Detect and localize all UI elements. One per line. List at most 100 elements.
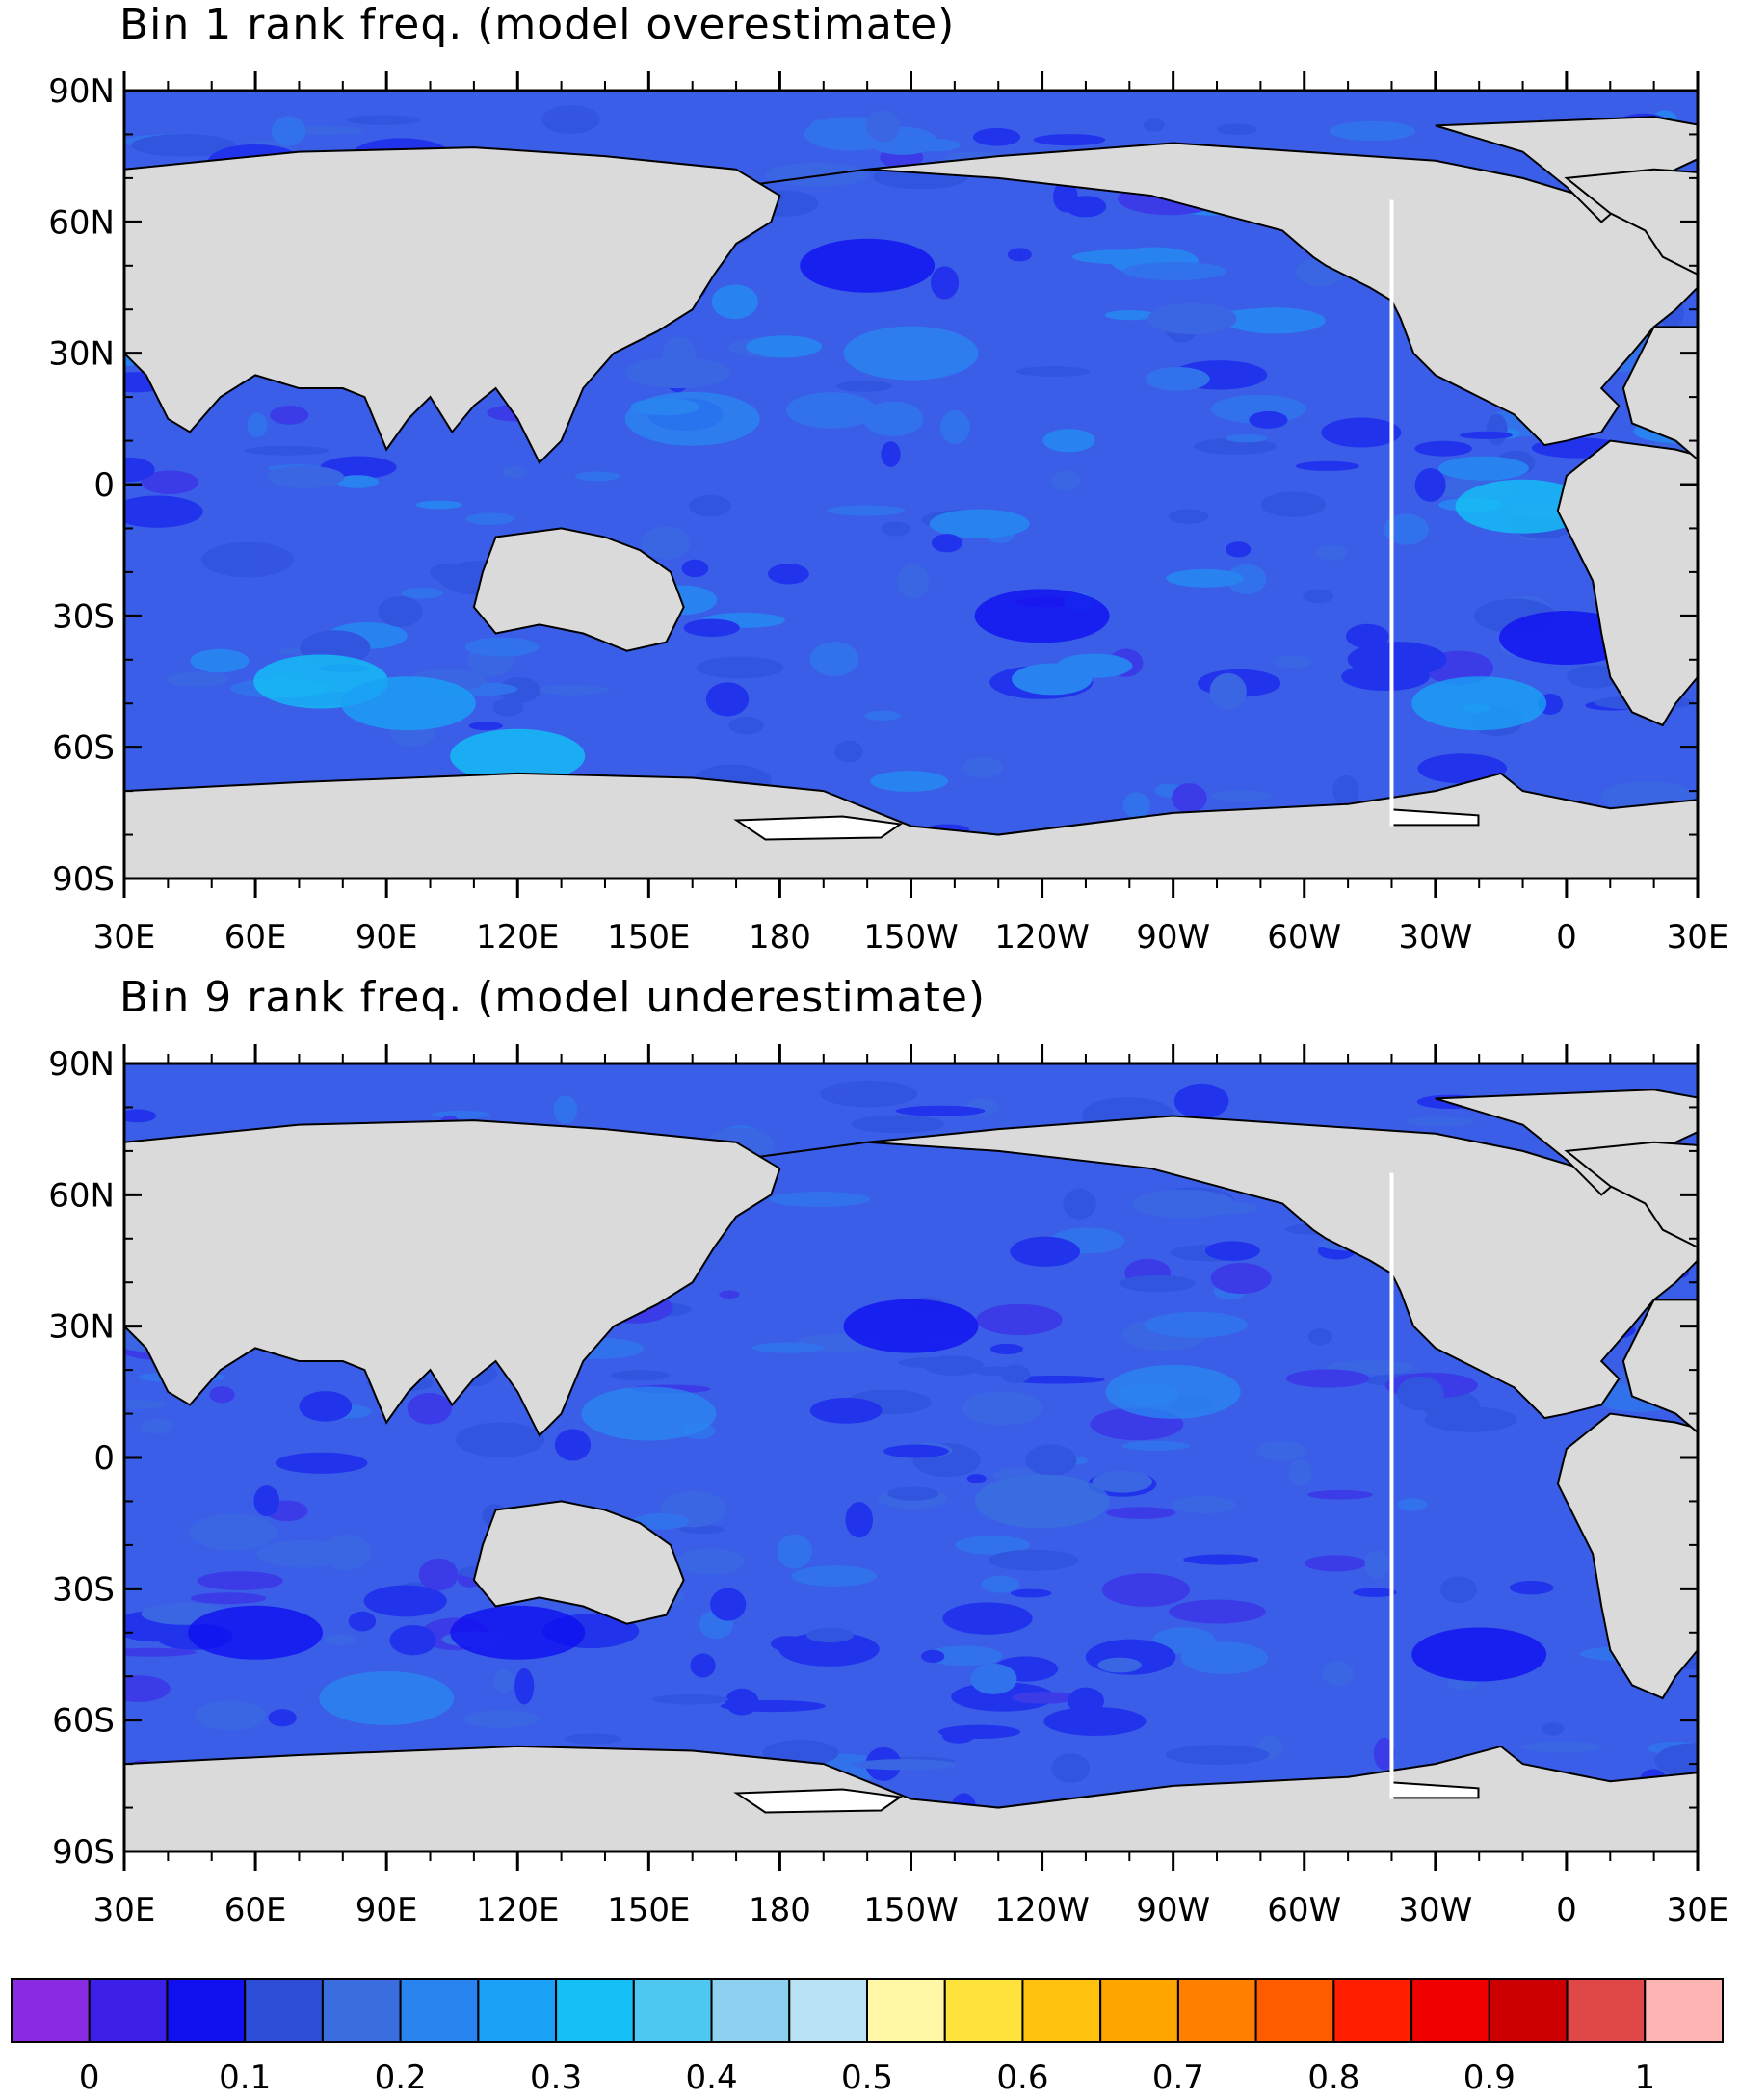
colorbar-swatch: [1021, 1978, 1102, 2043]
field-cell: [679, 1525, 725, 1535]
field-cell: [1010, 1588, 1052, 1598]
field-cell: [1397, 1498, 1428, 1511]
colorbar-tick-label: 0.1: [219, 2059, 271, 2097]
field-cell: [746, 335, 823, 358]
field-cell: [1119, 1274, 1196, 1293]
field-cell: [1307, 1328, 1332, 1346]
field-cell: [786, 392, 877, 429]
colorbar-tick-label: 0.8: [1307, 2059, 1359, 2097]
field-cell: [325, 1634, 356, 1645]
field-cell: [1285, 1369, 1370, 1388]
field-cell: [881, 441, 901, 467]
colorbar-swatch: [788, 1978, 868, 2043]
field-cell: [973, 127, 1021, 146]
field-cell: [1567, 665, 1621, 689]
field-cell: [574, 471, 620, 482]
field-cell: [819, 1080, 918, 1108]
field-cell: [1365, 643, 1388, 670]
field-cell: [897, 1357, 968, 1369]
colorbar-swatch: [632, 1978, 713, 2043]
field-cell: [1147, 302, 1237, 335]
field-cell: [1373, 1737, 1395, 1771]
map-panel-bin1: Bin 1 rank freq. (model overestimate) 90…: [48, 0, 1728, 957]
field-cell: [1007, 248, 1032, 262]
field-patch: [800, 238, 936, 293]
lon-tick-label: 120W: [994, 1891, 1090, 1929]
field-cell: [348, 1611, 377, 1632]
field-cell: [1255, 1440, 1305, 1461]
field-cell: [681, 559, 709, 578]
field-cell: [565, 1733, 622, 1745]
field-cell: [1509, 1580, 1554, 1595]
field-cell: [1295, 460, 1359, 472]
colorbar-swatch: [166, 1978, 247, 2043]
lat-tick-label: 30S: [52, 1570, 115, 1609]
field-cell: [247, 412, 268, 437]
field-cell: [920, 1649, 945, 1663]
field-cell: [363, 1585, 447, 1617]
field-cell: [1210, 790, 1273, 801]
lon-tick-label: 120W: [994, 918, 1090, 957]
lat-tick-label: 30S: [52, 597, 115, 636]
field-cell: [988, 1549, 1079, 1571]
field-cell: [430, 564, 461, 581]
field-cell: [244, 445, 330, 456]
field-cell: [777, 1534, 812, 1569]
field-patch: [340, 676, 476, 731]
field-cell: [124, 1400, 168, 1409]
field-cell: [1212, 308, 1318, 330]
field-cell: [1169, 1599, 1266, 1624]
field-cell: [852, 1759, 957, 1771]
field-cell: [651, 1693, 728, 1705]
colorbar-swatch: [1099, 1978, 1179, 2043]
field-cell: [465, 512, 514, 525]
field-cell: [514, 1667, 535, 1705]
lat-tick-label: 60S: [52, 1702, 115, 1741]
field-cell: [498, 677, 540, 703]
field-cell: [378, 595, 423, 627]
field-cell: [1521, 1741, 1602, 1753]
field-cell: [1143, 118, 1165, 132]
field-cell: [942, 1602, 1033, 1635]
field-cell: [989, 1343, 1024, 1354]
colorbar-tick-label: 0.5: [841, 2059, 893, 2097]
field-cell: [1260, 491, 1327, 517]
field-cell: [1033, 134, 1106, 146]
field-cell: [1172, 1496, 1236, 1514]
field-patch: [974, 589, 1110, 643]
lat-tick-label: 90N: [48, 72, 115, 111]
lon-tick-label: 120E: [476, 1891, 559, 1929]
field-cell: [1145, 366, 1210, 391]
field-cell: [625, 356, 730, 389]
field-cell: [711, 284, 758, 320]
lon-tick-label: 60E: [224, 918, 287, 957]
colorbar-swatch: [555, 1978, 635, 2043]
field-cell: [1226, 541, 1252, 558]
field-cell: [1051, 470, 1081, 491]
field-cell: [886, 1486, 939, 1501]
field-cell: [464, 637, 540, 657]
field-cell: [209, 1386, 235, 1404]
colorbar-tick-label: 1: [1634, 2059, 1655, 2097]
field-cell: [845, 1502, 874, 1538]
field-cell: [705, 682, 750, 717]
field-cell: [267, 465, 345, 488]
field-cell: [966, 1474, 987, 1483]
field-patch: [843, 326, 979, 381]
field-cell: [1226, 564, 1267, 594]
colorbar-swatch: [710, 1978, 791, 2043]
field-cell: [124, 1109, 157, 1123]
field-cell: [1210, 1263, 1272, 1295]
field-cell: [767, 564, 809, 585]
colorbar-swatch: [88, 1978, 169, 2043]
field-cell: [1541, 1722, 1565, 1736]
field-cell: [190, 1592, 267, 1605]
field-cell: [863, 401, 924, 436]
field-cell: [827, 505, 906, 516]
field-cell: [1406, 1116, 1474, 1127]
colorbar-swatch: [1254, 1978, 1335, 2043]
field-cell: [768, 1192, 871, 1208]
field-cell: [492, 698, 524, 717]
field-cell: [1439, 1576, 1478, 1604]
field-cell: [1204, 1241, 1260, 1261]
